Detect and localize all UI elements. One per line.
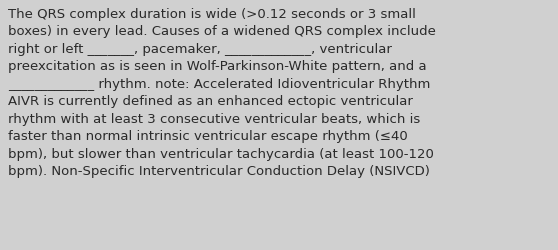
Text: The QRS complex duration is wide (>0.12 seconds or 3 small
boxes) in every lead.: The QRS complex duration is wide (>0.12 … bbox=[8, 8, 436, 177]
